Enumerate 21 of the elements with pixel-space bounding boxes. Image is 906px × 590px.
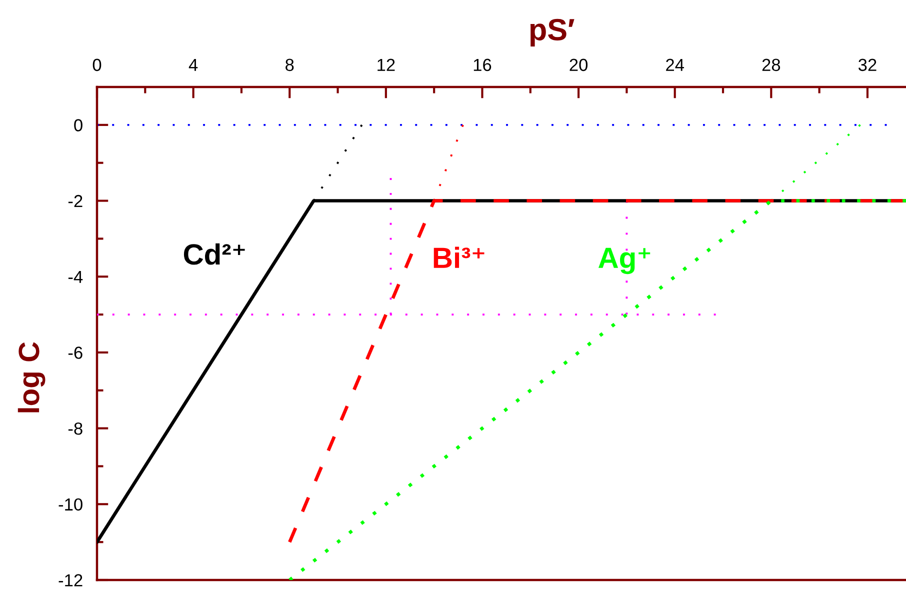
- y-tick-label: -10: [58, 498, 82, 511]
- series-label: Bi³⁺: [434, 246, 484, 268]
- y-axis-title: log C: [18, 342, 46, 412]
- x-tick-label: 0: [92, 58, 102, 72]
- y-tick-label: -12: [58, 574, 82, 586]
- x-tick-label: 8: [286, 58, 294, 72]
- y-tick-label: -2: [68, 194, 82, 208]
- series-label: Ag⁺: [598, 248, 650, 274]
- x-axis-title: pS′: [530, 18, 574, 47]
- y-tick-label: -8: [68, 422, 82, 435]
- x-tick-label: 32: [858, 58, 876, 72]
- y-tick-label: -6: [68, 346, 82, 359]
- x-tick-label: 24: [666, 58, 684, 71]
- x-tick-label: 4: [188, 58, 198, 71]
- x-tick-label: 16: [474, 58, 492, 72]
- series-label: Cd²⁺: [184, 243, 245, 265]
- y-tick-label: -4: [68, 270, 83, 283]
- x-tick-label: 20: [570, 58, 588, 72]
- y-tick-label: 0: [74, 119, 82, 132]
- x-tick-label: 12: [378, 58, 395, 71]
- x-tick-label: 28: [762, 58, 780, 72]
